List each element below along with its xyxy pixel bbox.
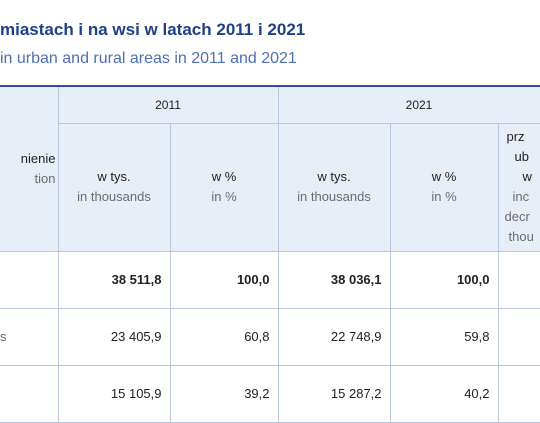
- col-2011-thousands-polish: w tys.: [59, 167, 170, 187]
- row-label: s: [0, 308, 58, 365]
- col-change-line4: inc: [505, 187, 540, 207]
- table-title-english: in urban and rural areas in 2011 and 202…: [0, 50, 297, 68]
- year-2021-header: 2021: [278, 86, 540, 123]
- cell-2011-percent: 100,0: [170, 251, 278, 308]
- col-2011-thousands-english: in thousands: [59, 187, 170, 207]
- col-2021-thousands-english: in thousands: [279, 187, 390, 207]
- cell-2021-percent: 100,0: [390, 251, 498, 308]
- col-2021-percent-polish: w %: [391, 167, 498, 187]
- cell-2021-thousands: 38 036,1: [278, 251, 390, 308]
- col-change-line2: ub: [505, 147, 540, 167]
- col-change-line6: thou: [505, 227, 540, 247]
- col-2021-percent-english: in %: [391, 187, 498, 207]
- col-2011-thousands: w tys. in thousands: [58, 123, 170, 251]
- cell-2021-percent: 59,8: [390, 308, 498, 365]
- col-2011-percent-english: in %: [171, 187, 278, 207]
- cell-2011-thousands: 23 405,9: [58, 308, 170, 365]
- table-row-rural: 15 105,9 39,2 15 287,2 40,2: [0, 365, 540, 422]
- table-row-total: 38 511,8 100,0 38 036,1 100,0: [0, 251, 540, 308]
- population-table: nienie tion 2011 2021 w tys. in thousand…: [0, 85, 540, 423]
- cell-change: [498, 308, 540, 365]
- cell-2021-percent: 40,2: [390, 365, 498, 422]
- cell-2011-percent: 39,2: [170, 365, 278, 422]
- cell-2021-thousands: 22 748,9: [278, 308, 390, 365]
- col-2021-thousands: w tys. in thousands: [278, 123, 390, 251]
- col-change: prz ub w inc decr thou: [498, 123, 540, 251]
- stub-header-english: tion: [0, 169, 56, 189]
- col-2021-percent: w % in %: [390, 123, 498, 251]
- year-2011-header: 2011: [58, 86, 278, 123]
- col-2011-percent-polish: w %: [171, 167, 278, 187]
- table-row-urban: s 23 405,9 60,8 22 748,9 59,8: [0, 308, 540, 365]
- row-label: [0, 365, 58, 422]
- col-2021-thousands-polish: w tys.: [279, 167, 390, 187]
- stub-header: nienie tion: [0, 86, 58, 251]
- cell-change: [498, 365, 540, 422]
- col-change-line3: w: [505, 167, 540, 187]
- cell-2011-percent: 60,8: [170, 308, 278, 365]
- col-change-line1: prz: [505, 127, 540, 147]
- stub-header-polish: nienie: [0, 149, 56, 169]
- col-2011-percent: w % in %: [170, 123, 278, 251]
- cell-2021-thousands: 15 287,2: [278, 365, 390, 422]
- col-change-line5: decr: [505, 207, 540, 227]
- cell-change: [498, 251, 540, 308]
- cell-2011-thousands: 38 511,8: [58, 251, 170, 308]
- row-label: [0, 251, 58, 308]
- table-title-polish: miastach i na wsi w latach 2011 i 2021: [0, 20, 305, 40]
- cell-2011-thousands: 15 105,9: [58, 365, 170, 422]
